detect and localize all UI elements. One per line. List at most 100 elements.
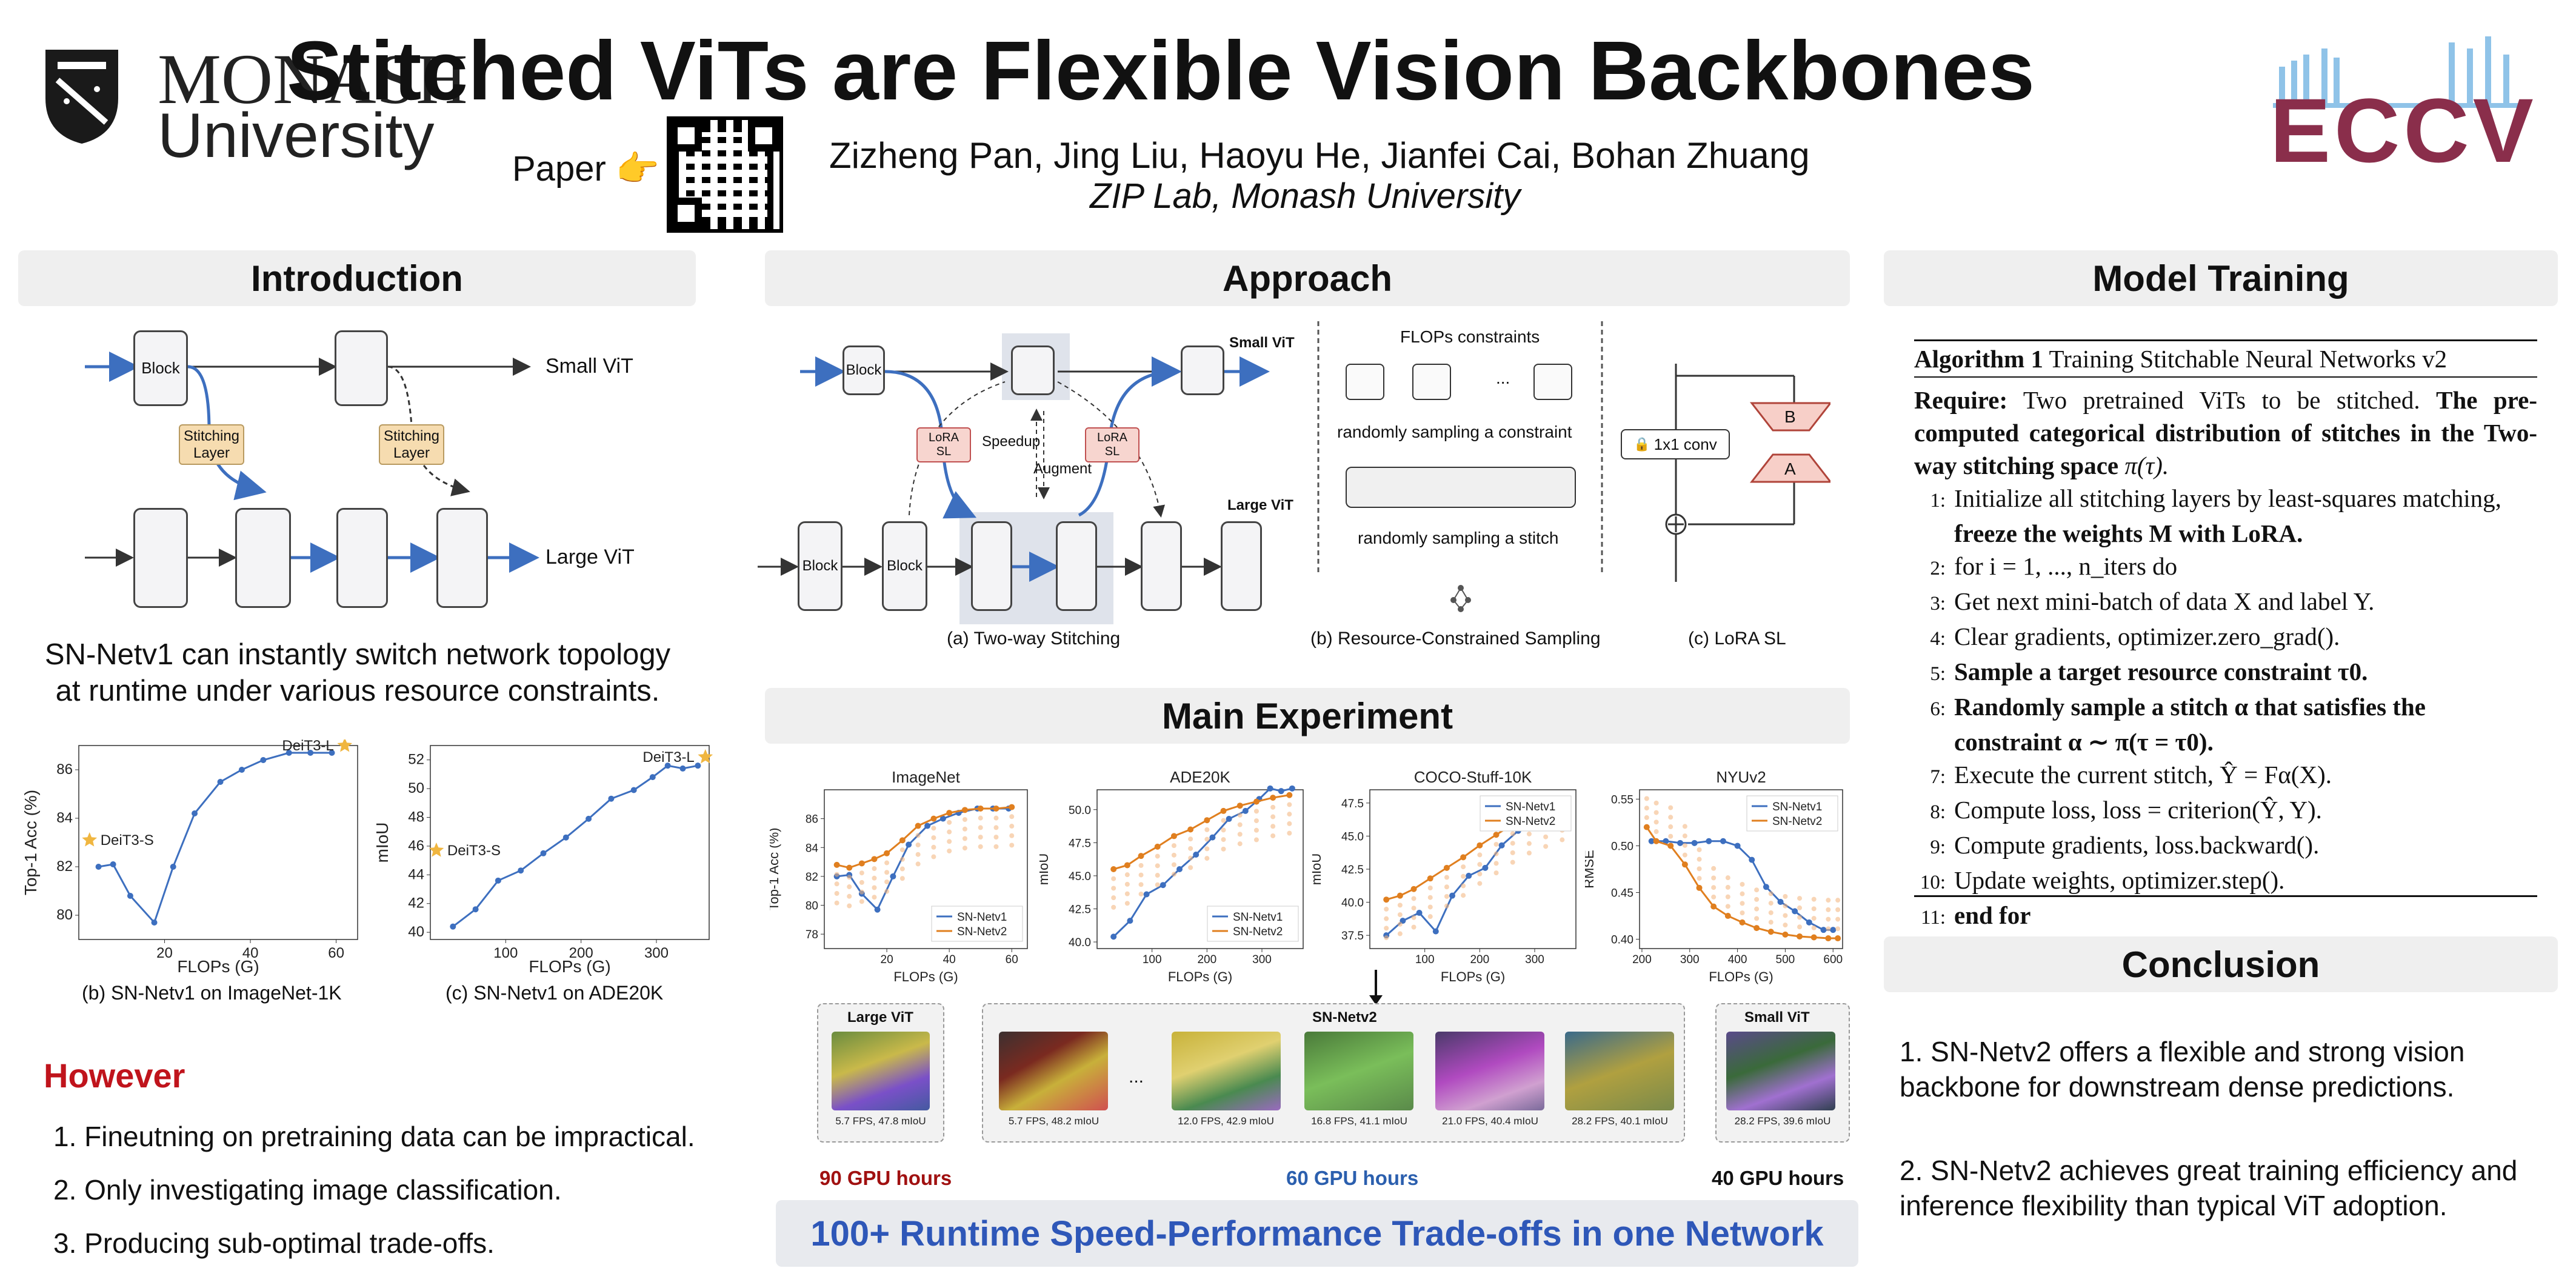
sn-netv2-ellipsis: ... [1129, 1067, 1144, 1087]
university-name: MONASH [158, 39, 468, 119]
scatter-point [1644, 796, 1649, 801]
series-point [906, 841, 912, 848]
series-point [562, 834, 569, 841]
series-point [1242, 807, 1249, 814]
y-tick-label: 0.45 [1611, 887, 1633, 900]
scatter-point [962, 826, 967, 832]
scatter-point [1253, 827, 1259, 833]
nyuv2-chart: NYUv2 200 300 400 500 600 0.40 0.45 0.50 0.55 FLOP… [1585, 768, 1843, 984]
scatter-point [1427, 914, 1433, 919]
intro-chart-b: 20 40 60 80 82 84 86 FLOPs (G) Top-1 Acc (%) DeiT… [24, 739, 358, 976]
scatter-point [1171, 843, 1176, 849]
approach-heading: Approach [765, 250, 1850, 306]
series-point [285, 750, 292, 756]
scatter-point [884, 889, 890, 894]
series-point [260, 757, 267, 763]
x-tick-label: 100 [1415, 953, 1435, 966]
scatter-point [962, 846, 967, 851]
scatter-point [1155, 853, 1160, 859]
coco-chart: COCO-Stuff-10K 100 200 300 37.5 40.0 42.5 45.0 4… [1312, 768, 1577, 984]
scatter-point [1444, 884, 1449, 890]
scatter-point [1237, 832, 1243, 837]
scatter-point [1397, 903, 1403, 908]
series-point [1706, 838, 1712, 844]
series-point [871, 856, 878, 863]
x-tick-label: 300 [1525, 953, 1544, 966]
scatter-point [899, 876, 905, 881]
scatter-point [1526, 841, 1532, 846]
y-tick-label: 42.5 [1341, 864, 1364, 876]
scatter-point [1155, 863, 1160, 869]
series-point [1110, 933, 1117, 940]
scatter-point [1682, 833, 1687, 839]
model-training-heading: Model Training [1884, 250, 2558, 306]
imagenet-chart: ImageNet 20 40 60 78 80 82 84 86 FLOPs (G) Top-1 A… [770, 768, 1028, 984]
require-bold: The pre-computed categorical distributio… [1914, 386, 2537, 479]
scatter-point [1668, 824, 1673, 830]
series-point [924, 823, 931, 829]
x-tick-label: 60 [1006, 953, 1018, 966]
series-point [540, 850, 547, 856]
approach-bottom-block-5 [1141, 521, 1182, 611]
series-point [1427, 875, 1433, 882]
scatter-point [947, 848, 952, 853]
series-point [450, 923, 456, 930]
resource-sampling-diagram: FLOPs constraints ... randomly sampling … [1333, 327, 1588, 618]
intro-stitching-layer-2: Stitching Layer [379, 424, 444, 465]
series-point [1720, 838, 1726, 844]
scatter-point [1461, 864, 1466, 870]
series-point [946, 810, 953, 816]
series-point [329, 750, 335, 756]
scatter-point [847, 875, 852, 880]
scatter-point [1835, 926, 1841, 932]
scatter-point [1270, 814, 1276, 819]
series-point [1648, 838, 1655, 844]
scatter-point [1835, 898, 1841, 903]
series-point [1477, 842, 1483, 849]
main-experiment-heading: Main Experiment [765, 688, 1850, 744]
scatter-point [915, 833, 921, 838]
legend-label: SN-Netv2 [1506, 815, 1555, 828]
x-tick-label: 300 [1680, 953, 1700, 966]
y-tick-label: 0.50 [1611, 840, 1633, 853]
series-point [939, 815, 946, 822]
ade20k-chart: ADE20K 100 200 300 40.0 42.5 45.0 47.5 50.0 FLOPs… [1039, 768, 1304, 984]
series-point [858, 860, 865, 867]
series-point [1160, 882, 1166, 889]
y-axis-label: Top-1 Acc (%) [770, 828, 781, 911]
y-tick-label: 50 [408, 780, 424, 796]
legend-box [1746, 795, 1838, 832]
scatter-point [899, 866, 905, 872]
introduction-heading: Introduction [18, 250, 696, 306]
scatter-point [1221, 827, 1226, 833]
scatter-point [962, 836, 967, 841]
series-point [884, 850, 890, 856]
monash-crest-icon [45, 50, 118, 144]
alg-line-number: 7: [1930, 766, 1946, 788]
y-tick-label: 47.5 [1069, 837, 1091, 850]
approach-caption-a: (a) Two-way Stitching [947, 629, 1121, 649]
y-tick-label: 84 [56, 810, 73, 826]
qr-code[interactable] [667, 116, 783, 233]
monash-logo: MONASH University [39, 44, 467, 167]
sn-netv2-image-3 [1304, 1032, 1413, 1110]
alg-line-number: 10: [1920, 872, 1946, 893]
scatter-point [1783, 923, 1788, 928]
scatter-point [859, 879, 864, 885]
sn-netv2-caption-5: 28.2 FPS, 40.1 mIoU [1572, 1115, 1668, 1127]
lora-sl-diagram: 🔒 1x1 conv B A [1612, 352, 1830, 606]
alg-line-number: 11: [1921, 907, 1946, 929]
scatter-point [1725, 904, 1730, 909]
star-marker [82, 832, 98, 847]
scatter-point [1768, 901, 1774, 906]
scatter-point [931, 835, 936, 841]
approach-bottom-block-4 [1056, 521, 1097, 611]
scatter-point [899, 856, 905, 862]
legend-box [1480, 795, 1572, 832]
series-point [1667, 843, 1674, 849]
scatter-point [1188, 855, 1193, 861]
scatter-point [993, 825, 999, 830]
scatter-point [915, 842, 921, 847]
series-point [1677, 839, 1683, 846]
x-tick-label: 20 [156, 945, 173, 961]
